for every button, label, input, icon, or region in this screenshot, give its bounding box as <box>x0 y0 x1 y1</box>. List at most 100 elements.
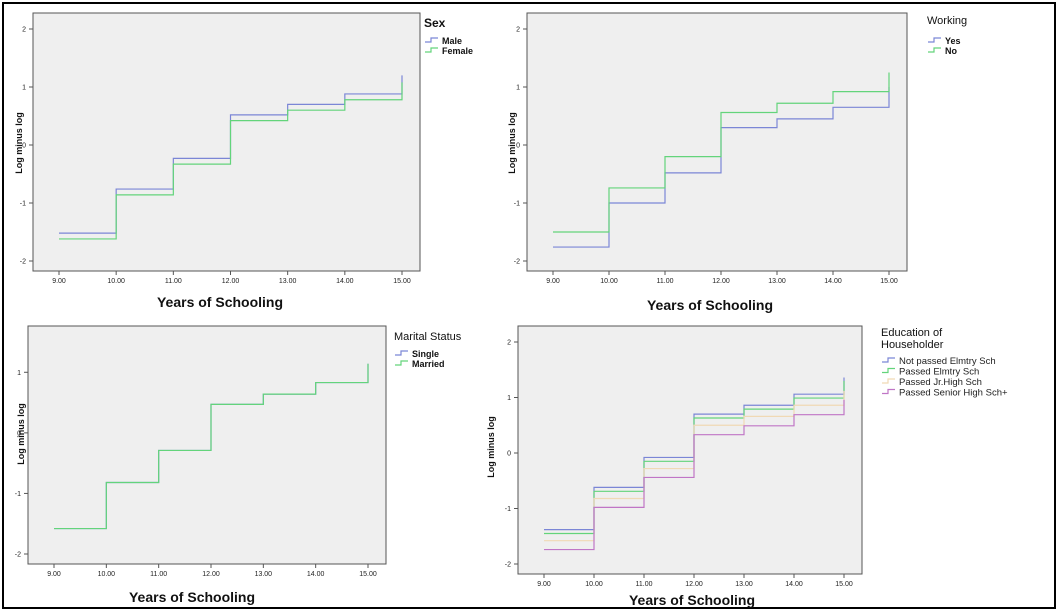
x-tick-label: 10.00 <box>107 278 125 285</box>
y-tick-label: 2 <box>22 27 26 34</box>
chart-panel-2: -2 -1 0 1 2 9.00 10.00 11.00 12.00 13.00 14.00 15.0… <box>507 12 967 313</box>
y-tick-label: 2 <box>507 340 511 347</box>
legend-entry-label: Female <box>442 46 473 56</box>
x-tick-label: 12.00 <box>712 278 730 285</box>
legend-entry-label: Male <box>442 36 462 46</box>
x-tick-label: 13.00 <box>768 278 786 285</box>
legend-swatch <box>882 367 895 374</box>
legend-swatch <box>882 388 895 395</box>
series-line-passed-jr-high-sch <box>544 390 845 542</box>
legend-entry-label: No <box>945 46 957 56</box>
plot-area <box>27 325 387 565</box>
y-tick-label: 1 <box>17 370 21 377</box>
x-tick-label: 12.00 <box>685 581 703 588</box>
y-tick-label: -1 <box>505 506 511 513</box>
y-axis-title: Log minus log <box>14 112 24 174</box>
x-tick-label: 9.00 <box>47 571 61 578</box>
x-tick-label: 13.00 <box>255 571 273 578</box>
legend-swatch <box>882 378 895 384</box>
x-tick-label: 15.00 <box>359 571 377 578</box>
x-tick-label: 11.00 <box>636 581 653 588</box>
x-tick-label: 13.00 <box>279 278 297 285</box>
y-tick-label: -1 <box>20 201 26 208</box>
plot-area <box>517 325 863 575</box>
x-tick-label: 10.00 <box>600 278 618 285</box>
x-tick-label: 9.00 <box>537 581 551 588</box>
series-line-female <box>59 82 403 240</box>
legend-title-line: Education of <box>881 327 943 339</box>
x-tick-label: 13.00 <box>735 581 753 588</box>
legend-entry-label: Passed Elmtry Sch <box>899 367 979 378</box>
x-tick-label: 12.00 <box>222 278 240 285</box>
y-axis-title: Log minus log <box>16 403 26 465</box>
series-line-passed-elmtry-sch <box>544 380 845 535</box>
y-tick-label: -2 <box>514 259 520 266</box>
legend-swatch <box>425 37 438 43</box>
x-tick-label: 15.00 <box>880 278 898 285</box>
y-tick-label: 0 <box>22 143 26 150</box>
legend-entry-label: Yes <box>945 36 961 46</box>
x-tick-label: 12.00 <box>202 571 220 578</box>
y-tick-label: 1 <box>507 395 511 402</box>
y-tick-label: -2 <box>505 562 511 569</box>
x-tick-label: 11.00 <box>150 571 167 578</box>
legend-swatch <box>928 47 941 53</box>
plot-area <box>32 12 421 272</box>
chart-panel-4: -2 -1 0 1 2 9.00 10.00 11.00 12.00 13.00 14.00 15.0… <box>486 325 1008 608</box>
legend-title: Sex <box>424 16 446 30</box>
y-tick-label: 0 <box>507 451 511 458</box>
legend-title: Working <box>927 15 967 27</box>
x-tick-label: 11.00 <box>165 278 182 285</box>
y-axis-title: Log minus log <box>486 416 496 478</box>
x-axis-title: Years of Schooling <box>647 297 773 313</box>
series-line-not-passed-elmtry-sch <box>544 377 845 531</box>
legend-entry-label: Single <box>412 349 439 359</box>
x-axis-title: Years of Schooling <box>157 294 283 310</box>
series-line-married <box>54 363 369 530</box>
x-tick-label: 14.00 <box>336 278 354 285</box>
legend-swatch <box>882 357 895 363</box>
x-tick-label: 14.00 <box>307 571 325 578</box>
y-tick-label: -2 <box>15 552 21 559</box>
x-axis-title: Years of Schooling <box>129 589 255 605</box>
legend-title: Marital Status <box>394 331 462 343</box>
x-tick-label: 10.00 <box>98 571 116 578</box>
x-tick-label: 10.00 <box>585 581 603 588</box>
x-tick-label: 14.00 <box>785 581 803 588</box>
legend-entry-label: Passed Senior High Sch+ <box>899 388 1008 399</box>
x-axis-title: Years of Schooling <box>629 592 755 608</box>
chart-panel-3: -2 -1 0 1 9.00 10.00 11.00 12.00 13.00 14.00 15.00… <box>15 325 462 605</box>
legend-entry-label: Not passed Elmtry Sch <box>899 356 996 367</box>
legend-swatch <box>928 37 941 43</box>
y-tick-label: -2 <box>20 259 26 266</box>
legend-title-line: Householder <box>881 339 944 351</box>
x-tick-label: 9.00 <box>546 278 560 285</box>
legend-entry-label: Passed Jr.High Sch <box>899 377 982 388</box>
y-axis-title: Log minus log <box>507 112 517 174</box>
chart-panel-1: -2 -1 0 1 2 9.00 10.00 11.00 12.00 13.00 14.00 15.0… <box>14 12 473 310</box>
x-tick-label: 14.00 <box>824 278 842 285</box>
legend-entry-label: Married <box>412 359 445 369</box>
legend-swatch <box>395 350 408 356</box>
y-tick-label: 1 <box>516 85 520 92</box>
y-tick-label: 0 <box>17 430 21 437</box>
x-tick-label: 15.00 <box>835 581 853 588</box>
y-tick-label: -1 <box>15 491 21 498</box>
legend-swatch <box>395 360 408 366</box>
series-line-no <box>553 72 890 233</box>
plot-area <box>526 12 908 272</box>
y-tick-label: -1 <box>514 201 520 208</box>
x-tick-label: 9.00 <box>52 278 66 285</box>
series-line-passed-senior-high-sch- <box>544 399 845 551</box>
x-tick-label: 15.00 <box>393 278 411 285</box>
series-line-male <box>59 75 403 234</box>
x-tick-label: 11.00 <box>657 278 674 285</box>
legend-swatch <box>425 47 438 53</box>
y-tick-label: 1 <box>22 85 26 92</box>
